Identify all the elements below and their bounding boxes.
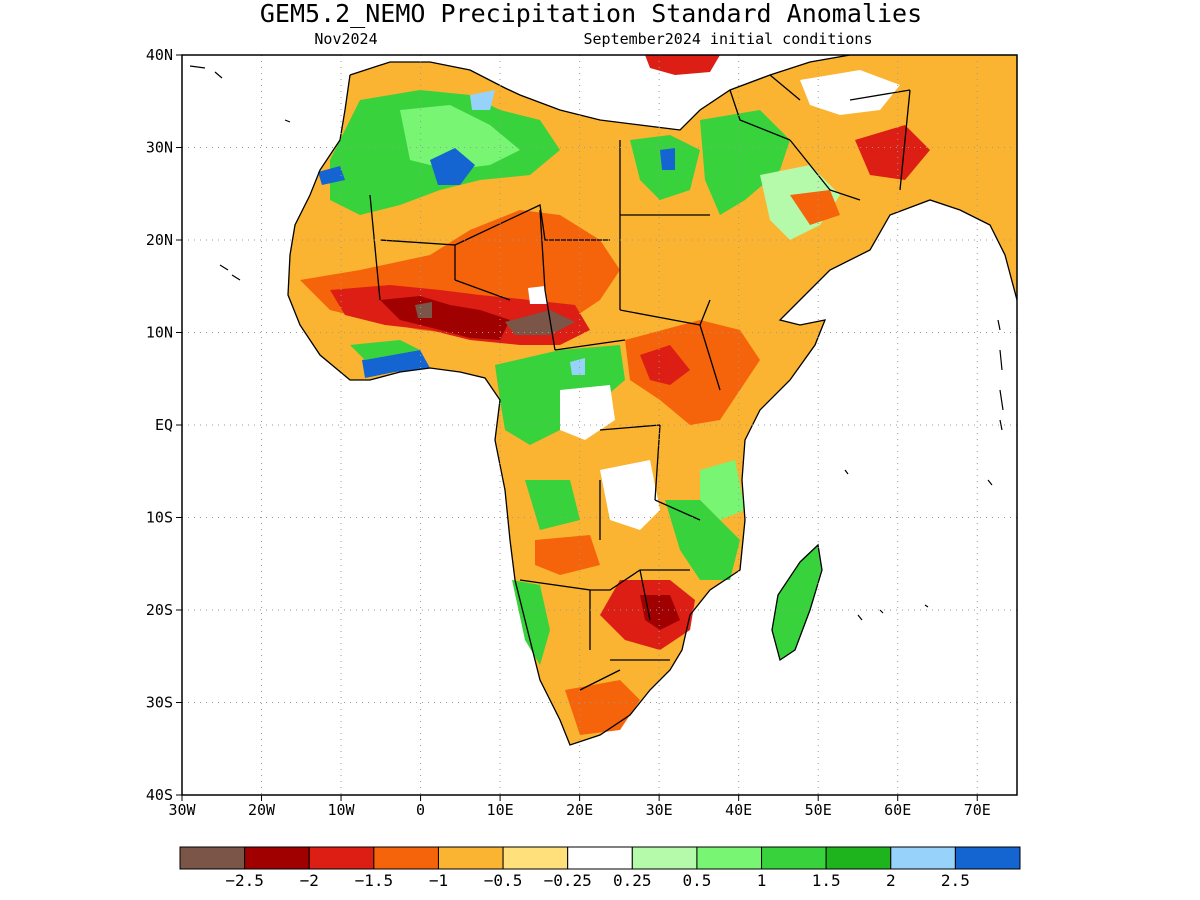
patch-moz-green bbox=[665, 500, 740, 580]
colorbar-swatch bbox=[308, 846, 375, 870]
patch-east-white bbox=[800, 70, 900, 115]
colorbar-label: 2.5 bbox=[941, 871, 970, 890]
colorbar-label: −2.5 bbox=[225, 871, 264, 890]
colorbar-label: −1 bbox=[429, 871, 448, 890]
patch-arabia-green bbox=[700, 110, 790, 215]
lat-tick-label: 40N bbox=[146, 46, 173, 64]
cape-verde-islands bbox=[219, 264, 241, 281]
lon-tick-label: 30E bbox=[646, 801, 673, 819]
patch-north-lightblue bbox=[470, 90, 495, 110]
patch-angola-orange bbox=[535, 535, 600, 575]
colorbar-label: 0.25 bbox=[613, 871, 652, 890]
maldives-islands bbox=[997, 319, 1004, 431]
lat-tick-label: 30N bbox=[146, 139, 173, 157]
lon-tick-label: 40E bbox=[725, 801, 752, 819]
seychelles-islands bbox=[844, 469, 993, 486]
land-anomaly-field bbox=[288, 55, 1017, 745]
patch-sahel-darkred bbox=[380, 296, 510, 340]
lon-tick-label: 20E bbox=[566, 801, 593, 819]
lat-tick-label: 10S bbox=[146, 509, 173, 527]
lon-tick-label: 0 bbox=[416, 801, 425, 819]
border-lines bbox=[369, 74, 911, 691]
lon-tick-label: 10W bbox=[328, 801, 356, 819]
patch-med-red bbox=[645, 55, 720, 75]
lon-tick-label: 70E bbox=[964, 801, 991, 819]
lon-tick-label: 30W bbox=[168, 801, 196, 819]
lat-tick-label: 30S bbox=[146, 694, 173, 712]
colorbar: −2.5 −2 −1.5 −1 −0.5 −0.25 0.25 0.5 1 1.5 2 2.5 bbox=[179, 846, 1021, 890]
patch-southwest-green bbox=[512, 580, 550, 665]
lat-tick-label: 10N bbox=[146, 324, 173, 342]
colorbar-swatch bbox=[954, 846, 1021, 870]
colorbar-label: 2 bbox=[886, 871, 896, 890]
patch-iran-red bbox=[855, 125, 930, 180]
colorbar-swatch bbox=[502, 846, 569, 870]
lat-tick-label: EQ bbox=[155, 416, 173, 434]
lat-tick-label: 20S bbox=[146, 601, 173, 619]
figure-title: GEM5.2_NEMO Precipitation Standard Anoma… bbox=[260, 0, 922, 28]
patch-kenya-green bbox=[700, 460, 745, 520]
patch-eastafrica-orange bbox=[625, 320, 760, 425]
colorbar-swatch bbox=[437, 846, 504, 870]
patch-north-lightgreen bbox=[400, 105, 520, 170]
africa-landmass bbox=[288, 55, 1017, 745]
lon-tick-label: 60E bbox=[884, 801, 911, 819]
patch-congo-white bbox=[560, 385, 615, 440]
colorbar-label: 0.5 bbox=[682, 871, 711, 890]
colorbar-swatch bbox=[567, 846, 633, 870]
patch-southern-darkred bbox=[640, 595, 680, 630]
lon-tick-label: 50E bbox=[805, 801, 832, 819]
patch-westafrica-blue bbox=[362, 350, 430, 378]
colorbar-swatch bbox=[890, 846, 956, 870]
canary-islands bbox=[189, 65, 291, 123]
patch-south-white bbox=[600, 460, 660, 530]
patch-eastafrica-red bbox=[640, 345, 690, 385]
patch-westafrica-green bbox=[350, 340, 420, 360]
lat-tick-label: 40S bbox=[146, 786, 173, 804]
colorbar-swatch bbox=[825, 846, 892, 870]
colorbar-label: −2 bbox=[300, 871, 319, 890]
lon-tick-label: 20W bbox=[248, 801, 276, 819]
patch-nile-blue bbox=[660, 148, 675, 170]
patch-sahel-brown bbox=[505, 310, 575, 335]
africa-coastline bbox=[287, 55, 1017, 746]
colorbar-swatch bbox=[761, 846, 827, 870]
colorbar-swatch bbox=[631, 846, 698, 870]
patch-sahel-brown-west bbox=[415, 302, 432, 318]
forecast-month: Nov2024 bbox=[314, 30, 377, 48]
country-borders bbox=[287, 55, 1017, 746]
map-plot-area bbox=[182, 55, 1017, 795]
colorbar-label: −0.5 bbox=[484, 871, 523, 890]
islands bbox=[189, 65, 1004, 621]
mascarene-islands bbox=[857, 604, 929, 621]
anomaly-patches bbox=[300, 55, 930, 735]
lat-tick-label: 20N bbox=[146, 231, 173, 249]
colorbar-swatch bbox=[179, 846, 246, 870]
colorbar-swatch bbox=[373, 846, 439, 870]
colorbar-label: −1.5 bbox=[355, 871, 394, 890]
lon-tick-label: 10E bbox=[487, 801, 514, 819]
madagascar bbox=[772, 545, 822, 660]
colorbar-label: 1 bbox=[757, 871, 767, 890]
patch-congo-lightblue bbox=[570, 358, 585, 375]
colorbar-swatch bbox=[696, 846, 763, 870]
initial-conditions-label: September2024 initial conditions bbox=[584, 30, 873, 48]
colorbar-label: 1.5 bbox=[812, 871, 841, 890]
patch-nw-blue bbox=[318, 166, 345, 185]
madagascar-coast bbox=[771, 543, 823, 662]
patch-arabia-orange bbox=[790, 190, 840, 225]
colorbar-swatch bbox=[244, 846, 310, 870]
patch-sahel-white bbox=[528, 286, 548, 304]
patch-north-blue bbox=[430, 148, 475, 185]
colorbar-label: −0.25 bbox=[544, 871, 592, 890]
